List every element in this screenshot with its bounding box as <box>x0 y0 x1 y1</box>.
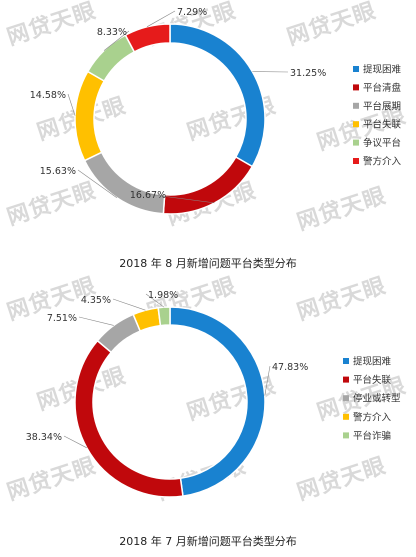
legend-entry-label: 争议平台 <box>363 137 401 149</box>
donut-slice <box>86 34 136 83</box>
legend-swatch <box>353 102 359 109</box>
leader-line <box>103 30 130 51</box>
legend-entry-label: 平台清盘 <box>363 82 402 94</box>
slice-value-label: 1.98% <box>148 290 178 301</box>
watermark-text: 网贷天眼 <box>294 273 390 326</box>
chart-title-august: 2018 年 8 月新增问题平台类型分布 <box>119 256 296 270</box>
leader-line <box>145 293 165 308</box>
donut-slice <box>96 313 142 354</box>
watermark-text: 网贷天眼 <box>294 183 390 236</box>
legend-entry-label: 平台失联 <box>363 119 402 131</box>
leader-line <box>264 365 271 396</box>
slice-value-label: 8.33% <box>97 27 127 38</box>
legend-entry-label: 警方介入 <box>363 156 402 168</box>
donut-slice <box>124 23 171 53</box>
watermark-text: 网贷天眼 <box>294 453 390 506</box>
slice-value-label: 47.83% <box>272 362 308 373</box>
legend-swatch <box>353 139 359 146</box>
leader-line <box>63 435 87 449</box>
slice-value-label: 38.34% <box>26 432 62 443</box>
legend-entry-label: 提现困难 <box>363 64 402 76</box>
leader-line <box>146 10 176 28</box>
leader-line <box>252 71 289 73</box>
slice-value-label: 31.25% <box>290 68 326 79</box>
legend-swatch <box>343 413 349 420</box>
legend-swatch <box>353 66 359 72</box>
legend-entry-label: 停业或转型 <box>353 393 401 405</box>
donut-chart-august: 31.25% 16.67% 15.63% 14.58% 8.33% 7.29% 提现困难平… <box>30 7 402 270</box>
slice-value-label: 14.58% <box>30 90 66 101</box>
leader-line <box>145 193 215 204</box>
legend-swatch <box>353 84 359 91</box>
legend-entry-label: 提现困难 <box>353 356 392 368</box>
donut-slices-august <box>74 23 266 215</box>
watermark-text: 网贷天眼 <box>4 453 100 506</box>
watermark-text: 网贷天眼 <box>284 0 380 51</box>
slice-value-label: 15.63% <box>40 166 76 177</box>
slice-labels-august: 31.25% 16.67% 15.63% 14.58% 8.33% 7.29% <box>30 7 326 204</box>
legend-swatch <box>343 376 349 383</box>
legend-entry-label: 平台展期 <box>363 100 401 112</box>
legend-entry-label: 平台失联 <box>353 374 392 386</box>
legend-swatch <box>343 395 349 402</box>
legend-swatch <box>343 358 349 364</box>
slice-labels-july: 47.83% 38.34% 7.51% 4.35% 1.98% <box>26 290 308 449</box>
donut-slices-july <box>74 306 266 498</box>
legend-entry-label: 警方介入 <box>353 411 392 423</box>
legend-swatch <box>353 121 359 128</box>
watermark-text: 网贷天眼 <box>4 178 100 231</box>
donut-chart-july: 47.83% 38.34% 7.51% 4.35% 1.98% 提现困难平台失联停业或转… <box>26 290 401 548</box>
donut-slice <box>157 306 171 327</box>
leader-line <box>112 298 146 311</box>
legend-swatch <box>353 158 359 164</box>
slice-value-label: 16.67% <box>130 190 166 201</box>
leader-line <box>77 169 118 198</box>
slice-value-label: 4.35% <box>81 295 111 306</box>
watermark-text: 网贷天眼 <box>4 0 100 51</box>
legend-entry-label: 平台诈骗 <box>353 430 391 442</box>
slice-value-label: 7.51% <box>47 313 77 324</box>
legend-swatch <box>343 432 349 439</box>
slice-value-label: 7.29% <box>177 7 207 18</box>
leader-line <box>78 316 114 326</box>
leader-line <box>67 93 76 116</box>
chart-title-july: 2018 年 7 月新增问题平台类型分布 <box>119 534 296 548</box>
donut-slice <box>169 23 266 168</box>
